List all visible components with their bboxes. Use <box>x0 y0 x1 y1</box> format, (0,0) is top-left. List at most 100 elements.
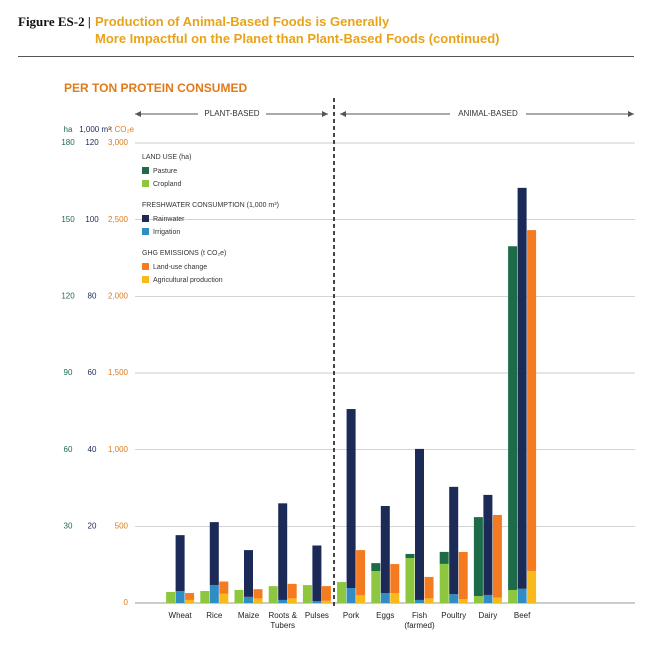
bar-segment <box>439 563 449 603</box>
y2-tick-label: 80 <box>88 291 97 300</box>
y-axis-label: ha <box>64 125 73 134</box>
bar-segment <box>185 599 195 603</box>
bar-segment <box>458 599 468 603</box>
annotation: PLANT-BASED <box>204 109 259 118</box>
bar-segment <box>473 596 483 603</box>
label-bg <box>198 108 266 120</box>
y2-tick-label: 60 <box>88 368 97 377</box>
legend-label: Irrigation <box>153 229 180 236</box>
bar-segment <box>321 586 331 601</box>
legend-swatch <box>142 180 149 187</box>
bar-segment <box>244 550 253 597</box>
y-tick-label: 90 <box>64 368 73 377</box>
y2-tick-label: 100 <box>85 215 99 224</box>
y3-tick-label: 2,000 <box>108 291 129 300</box>
bar-segment <box>527 570 537 603</box>
bar-segment <box>321 600 331 603</box>
legend-swatch <box>142 215 149 222</box>
bar-segment <box>209 522 219 585</box>
bar-segment <box>244 596 253 603</box>
legend-swatch <box>142 167 149 174</box>
legend-label: Pasture <box>153 168 177 175</box>
chart-title: Production of Animal-Based Foods is Gene… <box>95 14 500 46</box>
bar-segment <box>415 448 424 600</box>
bar-segment <box>508 589 518 603</box>
x-tick-label: Eggs <box>376 611 395 620</box>
bar-segment <box>200 590 210 603</box>
bar-segment <box>424 598 434 603</box>
bar-segment <box>458 551 468 600</box>
bar-segment <box>449 486 459 595</box>
y-tick-label: 60 <box>64 445 73 454</box>
bar-segment <box>517 187 527 589</box>
x-tick-label: Poultry <box>441 611 467 620</box>
bar-segment <box>380 593 390 603</box>
legend-label: Agricultural production <box>153 277 223 284</box>
bar-segment <box>278 599 288 603</box>
legend-label: Cropland <box>153 181 182 188</box>
bar-segment <box>287 598 297 603</box>
y2-tick-label: 20 <box>88 521 97 530</box>
bar-segment <box>371 571 381 603</box>
bar-segment <box>415 599 424 603</box>
bar-segment <box>219 593 229 603</box>
figure-label: Figure ES-2 | <box>18 14 91 29</box>
bar-segment <box>312 601 322 603</box>
x-tick-label: Rice <box>206 611 223 620</box>
title-rule <box>18 56 634 57</box>
bar-segment <box>302 585 312 603</box>
bar-segment <box>234 589 244 603</box>
legend-swatch <box>142 276 149 283</box>
legend-label: Land-use change <box>153 264 207 271</box>
legend-title: FRESHWATER CONSUMPTION (1,000 m³) <box>142 202 279 209</box>
bar-segment <box>492 597 502 603</box>
bar-segment <box>287 583 297 599</box>
bar-segment <box>483 594 493 603</box>
y2-tick-label: 120 <box>85 138 99 147</box>
x-tick-label: Maize <box>237 611 260 620</box>
bar-segment <box>439 551 449 564</box>
x-tick-label: Dairy <box>478 611 498 620</box>
bar-segment <box>492 514 502 598</box>
y-tick-label: 30 <box>64 521 73 530</box>
bar-segment <box>175 591 185 603</box>
bar-segment <box>356 595 366 603</box>
bar-segment <box>508 246 518 590</box>
y3-tick-label: 500 <box>115 521 129 530</box>
x-tick-label: Pulses <box>304 611 329 620</box>
legend-swatch <box>142 263 149 270</box>
x-tick-label: Beef <box>513 611 531 620</box>
y3-tick-label: 1,500 <box>108 368 129 377</box>
bar-segment <box>346 409 356 589</box>
y3-tick-label: 2,500 <box>108 215 129 224</box>
subtitle: PER TON PROTEIN CONSUMED <box>64 81 248 95</box>
bar-segment <box>209 584 219 603</box>
y3-tick-label: 1,000 <box>108 445 129 454</box>
y3-axis-label: t CO₂e <box>110 125 135 134</box>
legend-swatch <box>142 228 149 235</box>
legend-title: GHG EMISSIONS (t CO₂e) <box>142 250 226 257</box>
label-bg <box>450 108 526 120</box>
bar-segment <box>253 598 263 603</box>
bar-segment <box>527 230 537 571</box>
bar-segment <box>268 586 278 603</box>
bar-segment <box>424 576 434 599</box>
bar-segment <box>473 517 483 597</box>
bar-segment <box>405 558 415 603</box>
x-tick-label: Wheat <box>168 611 192 620</box>
legend-title: LAND USE (ha) <box>142 154 191 161</box>
bar-segment <box>278 503 288 600</box>
bar-segment <box>185 593 195 600</box>
bar-segment <box>356 550 366 596</box>
bar-segment <box>337 582 347 603</box>
annotation: ANIMAL-BASED <box>458 109 518 118</box>
bar-segment <box>371 563 381 572</box>
bar-segment <box>253 589 263 599</box>
legend-label: Rainwater <box>153 216 185 223</box>
x-tick-label: Pork <box>342 611 360 620</box>
y-tick-label: 180 <box>61 138 75 147</box>
bar-segment <box>405 553 415 559</box>
y2-tick-label: 40 <box>88 445 97 454</box>
